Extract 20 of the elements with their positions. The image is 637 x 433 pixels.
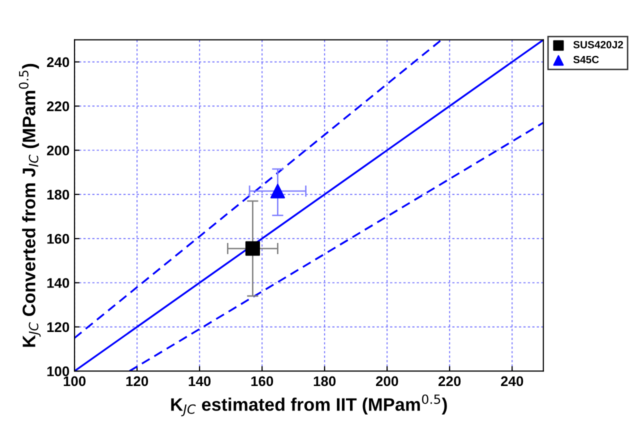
y-tick-label: 200 [46,146,70,156]
y-tick-label: 220 [46,101,70,112]
y-axis-title: K$_{JC}$ Converted from J$_{IC}$ (MPam$^{0.5}$) [18,64,41,347]
x-tick-label: 200 [376,376,398,386]
y-tick-label: 160 [47,234,70,244]
x-tick-label: 120 [126,376,148,386]
y-tick-label: 180 [47,190,70,200]
legend-label: SUS420J2 [573,40,624,48]
x-tick-label: 140 [188,376,211,386]
x-axis-title: K$_{JC}$ estimated from IIT (MPam$^{0.5}$) [171,394,447,416]
y-tick-label: 240 [46,57,70,68]
x-tick-label: 100 [64,376,86,386]
y-tick-label: 140 [47,278,70,288]
y-tick-label: 100 [47,366,70,376]
legend-label: S45C [573,56,599,64]
x-tick-label: 220 [438,376,461,386]
x-tick-label: 160 [251,376,274,386]
y-tick-label: 120 [47,322,70,332]
x-tick-label: 240 [501,376,524,386]
x-tick-label: 180 [314,376,336,386]
